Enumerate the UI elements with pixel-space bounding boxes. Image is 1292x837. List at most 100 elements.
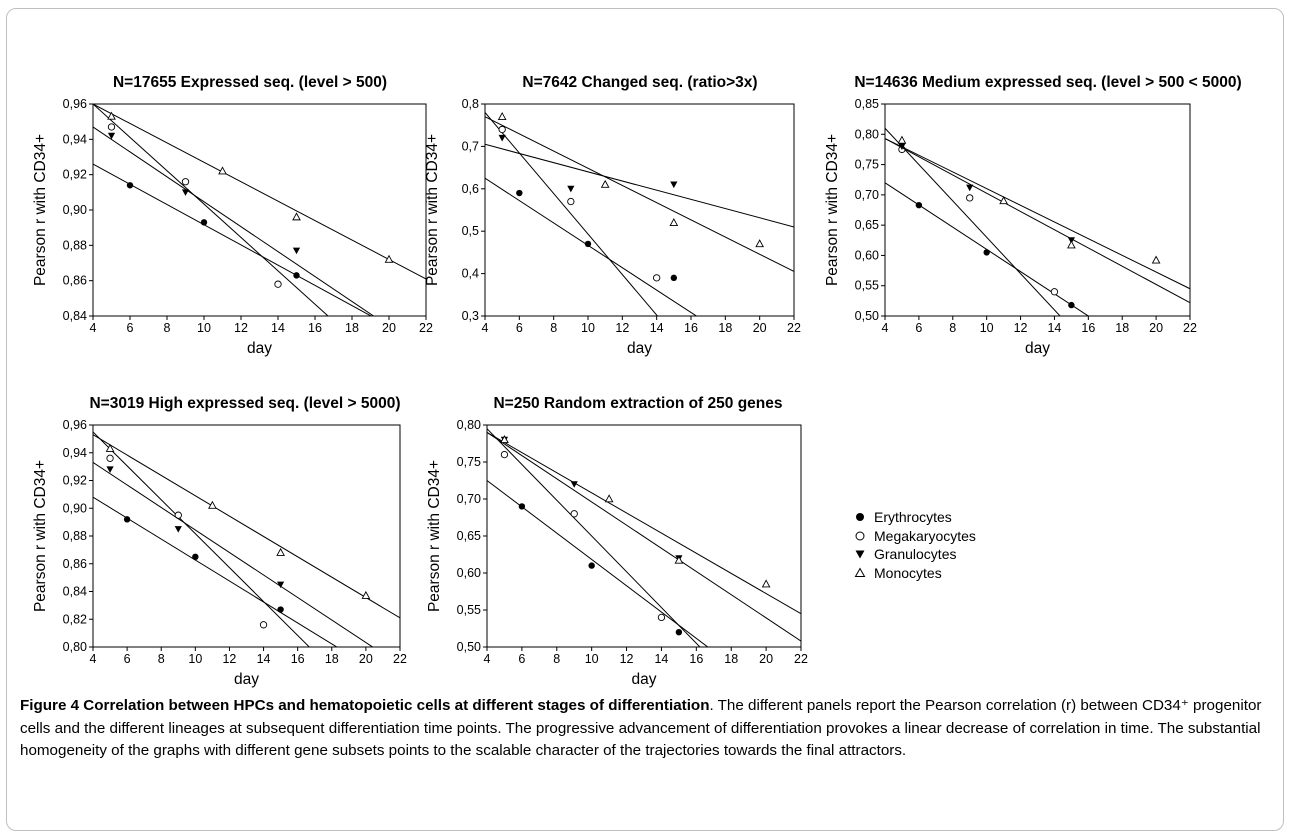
y-tick-label: 0,60: [855, 248, 879, 262]
data-point: [1068, 301, 1075, 309]
x-tick-label: 16: [1081, 321, 1095, 335]
chart-title: N=250 Random extraction of 250 genes: [493, 395, 782, 412]
x-tick-label: 4: [882, 321, 889, 335]
y-tick-label: 0,94: [63, 132, 87, 146]
data-point: [181, 178, 190, 186]
data-point: [670, 181, 678, 189]
data-point: [588, 562, 595, 569]
x-axis-label: day: [234, 671, 259, 688]
data-point: [500, 435, 509, 444]
series-monocytes: [485, 111, 794, 272]
y-tick-label: 0,5: [462, 224, 479, 238]
series-granulocytes: [93, 126, 375, 316]
data-point: [106, 454, 114, 462]
data-point: [604, 494, 614, 503]
y-tick-label: 0,85: [855, 97, 879, 111]
x-tick-label: 6: [518, 652, 525, 666]
legend-item: Erythrocytes: [852, 508, 976, 527]
plot-frame: [484, 103, 795, 317]
x-tick-label: 16: [684, 321, 698, 335]
y-tick-label: 0,70: [457, 492, 481, 506]
data-point: [1067, 240, 1076, 249]
y-tick-label: 0,6: [462, 182, 479, 196]
x-tick-label: 18: [718, 321, 732, 335]
figure-panels: N=17655 Expressed seq. (level > 500) 4 6 8 1…: [32, 74, 1242, 688]
y-tick-label: 0,50: [457, 640, 481, 654]
legend: Erythrocytes Megakaryocytes Granulocytes…: [852, 508, 976, 582]
y-tick-label: 0,70: [855, 188, 879, 202]
x-tick-label: 12: [1014, 321, 1028, 335]
data-point: [277, 581, 285, 589]
legend-item: Granulocytes: [852, 545, 976, 564]
x-tick-label: 14: [654, 652, 668, 666]
x-tick-label: 18: [1115, 321, 1129, 335]
series-granulocytes: [485, 134, 794, 228]
data-point: [897, 135, 907, 144]
regression-line: [485, 143, 794, 228]
series-monocytes: [487, 431, 801, 615]
x-tick-label: 22: [419, 321, 433, 335]
data-point: [657, 613, 666, 622]
regression-line: [485, 112, 659, 316]
data-point: [675, 629, 683, 636]
regression-line: [885, 138, 1190, 304]
regression-line: [487, 480, 709, 647]
chart-title: N=14636 Medium expressed seq. (level > 5…: [854, 74, 1241, 91]
y-tick-label: 0,96: [63, 97, 87, 111]
data-point: [277, 606, 284, 613]
regression-line: [487, 428, 701, 647]
x-tick-label: 4: [482, 321, 489, 335]
chart-panel: N=17655 Expressed seq. (level > 500) 4 6 8 1…: [32, 74, 433, 357]
y-axis-label: Pearson r with CD34+: [426, 460, 443, 612]
plot-frame: [884, 103, 1191, 317]
data-point: [518, 503, 526, 510]
x-tick-label: 8: [164, 321, 171, 335]
legend-item: Monocytes: [852, 564, 976, 583]
y-tick-label: 0,7: [462, 139, 479, 153]
y-tick-label: 0,55: [855, 279, 879, 293]
series-monocytes: [885, 135, 1190, 290]
data-point: [653, 274, 661, 282]
regression-line: [485, 177, 698, 316]
figure-caption: Figure 4 Correlation between HPCs and he…: [20, 695, 1275, 763]
caption-title: Figure 4 Correlation between HPCs and he…: [20, 697, 710, 714]
regression-line: [93, 104, 426, 280]
x-tick-label: 20: [382, 321, 396, 335]
x-tick-label: 8: [158, 652, 165, 666]
data-point: [107, 132, 116, 140]
x-tick-label: 14: [650, 321, 664, 335]
x-tick-label: 4: [90, 652, 97, 666]
regression-line: [485, 116, 794, 272]
series-megakaryocytes: [93, 431, 311, 647]
x-tick-label: 20: [359, 652, 373, 666]
regression-line: [93, 462, 374, 647]
y-tick-label: 0,80: [457, 418, 481, 432]
regression-line: [93, 163, 373, 316]
open-circle-icon: [855, 531, 865, 541]
y-axis-label: Pearson r with CD34+: [824, 134, 841, 286]
x-tick-label: 4: [484, 652, 491, 666]
y-tick-label: 0,86: [63, 557, 87, 571]
chart-title: N=7642 Changed seq. (ratio>3x): [522, 74, 757, 91]
regression-line: [93, 434, 400, 619]
x-tick-label: 10: [197, 321, 211, 335]
data-point: [983, 249, 990, 256]
x-tick-label: 12: [620, 652, 634, 666]
legend-label: Megakaryocytes: [874, 527, 976, 544]
x-tick-label: 8: [949, 321, 956, 335]
y-tick-label: 0,3: [462, 309, 479, 323]
y-tick-label: 0,82: [63, 612, 87, 626]
data-point: [966, 184, 974, 192]
regression-line: [885, 138, 1190, 290]
y-tick-label: 0,92: [63, 474, 87, 488]
x-tick-label: 8: [553, 652, 560, 666]
y-tick-label: 0,84: [63, 309, 87, 323]
data-point: [500, 450, 509, 459]
data-point: [669, 217, 679, 226]
x-tick-label: 6: [915, 321, 922, 335]
x-tick-label: 4: [90, 321, 97, 335]
x-tick-label: 20: [753, 321, 767, 335]
plot-frame: [92, 103, 427, 317]
data-point: [192, 553, 199, 561]
data-point: [181, 189, 190, 196]
